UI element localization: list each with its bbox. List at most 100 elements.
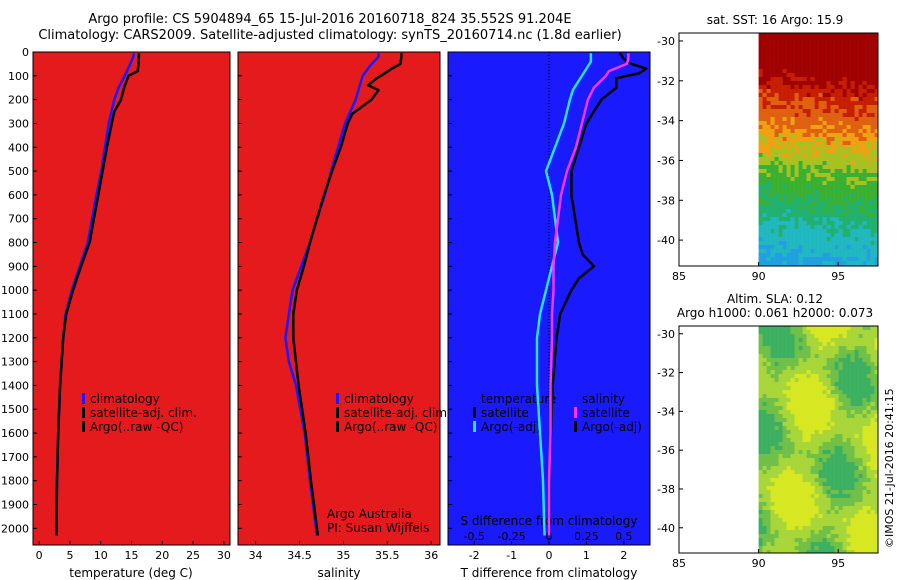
legend-label-argo: Argo(..raw -QC): [344, 420, 437, 434]
y-tick-label: -34: [657, 115, 675, 128]
x-tick-label: 34: [249, 549, 263, 562]
y-tick-label: -38: [657, 483, 675, 496]
y-tick-label: 1300: [1, 356, 29, 369]
salinity-panel: salinity climatology satellite-adj. clim…: [237, 51, 451, 580]
s-tick-label: 0.25: [574, 530, 599, 543]
x-tick-label: 90: [752, 557, 766, 570]
figure-title: Argo profile: CS 5904894_65 15-Jul-2016 …: [88, 12, 572, 27]
s-tick-label: -0.25: [497, 530, 525, 543]
x-tick-label: 85: [672, 270, 686, 283]
credit-pi: PI: Susan Wijffels: [327, 521, 429, 535]
temperature-panel: temperature (deg C) climatology satellit…: [1, 46, 231, 580]
x-tick-label: 30: [217, 549, 231, 562]
series-line-argo: [292, 53, 403, 536]
x-tick-label: 1: [583, 549, 590, 562]
x-tick-label: 35: [336, 549, 350, 562]
sst-map-title: sat. SST: 16 Argo: 15.9: [707, 13, 844, 27]
y-tick-label: 2000: [1, 522, 29, 535]
x-tick-label: 25: [186, 549, 200, 562]
y-tick-label: -36: [657, 444, 675, 457]
y-tick-label: 0: [22, 46, 29, 59]
difference-panel: T difference from climatology S differen…: [447, 51, 651, 580]
x-tick-label: 20: [155, 549, 169, 562]
x-tick-label: 0: [546, 549, 553, 562]
sla-heatmap: [758, 326, 879, 554]
sst-map-panel: sat. SST: 16 Argo: 15.9 85 90 95 -30 -32 -34 -…: [657, 13, 879, 283]
legend-swatch-t-argo: [473, 421, 476, 432]
y-tick-label: -30: [657, 328, 675, 341]
y-tick-label: 1800: [1, 475, 29, 488]
y-tick-label: -38: [657, 194, 675, 207]
legend-label-climatology: climatology: [90, 392, 160, 406]
y-tick-label: -34: [657, 405, 675, 418]
salinity-legend: climatology satellite-adj. clim. Argo(..…: [336, 392, 451, 434]
y-tick-label: -32: [657, 367, 675, 380]
x-tick-label: -1: [506, 549, 517, 562]
legend-label-s-satellite: satellite: [582, 406, 630, 420]
y-tick-label: 900: [8, 260, 29, 273]
legend-label-t-satellite: satellite: [481, 406, 529, 420]
series-line-temperature-argo-adj-: [547, 52, 648, 536]
x-tick-label: 0: [36, 549, 43, 562]
y-tick-label: 1200: [1, 332, 29, 345]
s-tick-label: 0: [546, 530, 553, 543]
salinity-xlabel: salinity: [317, 566, 360, 580]
legend-swatch-argo: [82, 421, 85, 432]
legend-swatch-climatology: [82, 393, 85, 404]
map-frame: [678, 325, 879, 554]
sla-map-subtitle: Argo h1000: 0.061 h2000: 0.073: [677, 306, 873, 320]
legend-swatch-s-argo: [574, 421, 577, 432]
temperature-legend: climatology satellite-adj. clim. Argo(..…: [82, 392, 197, 434]
series-line-argo: [55, 53, 141, 536]
x-tick-label: 2: [620, 549, 627, 562]
legend-swatch-climatology: [336, 393, 339, 404]
y-tick-label: 200: [8, 94, 29, 107]
legend-swatch-t-satellite: [473, 407, 476, 418]
y-tick-label: 1500: [1, 403, 29, 416]
legend-label-argo: Argo(..raw -QC): [90, 420, 183, 434]
x-tick-label: 95: [831, 270, 845, 283]
y-tick-label: -36: [657, 154, 675, 167]
legend-label-climatology: climatology: [344, 392, 414, 406]
y-tick-label: 600: [8, 189, 29, 202]
x-tick-label: 35.5: [375, 549, 400, 562]
credit-agency: Argo Australia: [327, 507, 412, 521]
legend-swatch-satellite: [82, 407, 85, 418]
x-tick-label: 90: [752, 270, 766, 283]
s-tick-label: 0.5: [615, 530, 633, 543]
sla-map-panel: Altim. SLA: 0.12 Argo h1000: 0.061 h2000…: [657, 292, 879, 570]
x-tick-label: 36: [424, 549, 438, 562]
y-tick-label: 1900: [1, 499, 29, 512]
legend-label-satellite: satellite-adj. clim.: [344, 406, 451, 420]
y-tick-label: -40: [657, 234, 675, 247]
sst-heatmap: [758, 33, 879, 267]
imos-timestamp: ©IMOS 21-Jul-2016 20:41:15: [883, 388, 896, 548]
y-tick-label: 1400: [1, 379, 29, 392]
y-tick-label: 1700: [1, 451, 29, 464]
y-tick-label: 100: [8, 70, 29, 83]
y-tick-label: 1600: [1, 427, 29, 440]
figure-subtitle: Climatology: CARS2009. Satellite-adjuste…: [38, 28, 622, 43]
x-tick-label: 5: [66, 549, 73, 562]
sla-map-title: Altim. SLA: 0.12: [727, 292, 823, 306]
y-tick-label: -30: [657, 35, 675, 48]
legend-label-s-argo: Argo(-adj): [582, 420, 642, 434]
temperature-xlabel: temperature (deg C): [69, 566, 192, 580]
x-tick-label: 10: [94, 549, 108, 562]
legend-swatch-satellite: [336, 407, 339, 418]
legend-label-satellite: satellite-adj. clim.: [90, 406, 197, 420]
y-tick-label: 500: [8, 165, 29, 178]
t-diff-xlabel: T difference from climatology: [460, 566, 638, 580]
legend-label-t-argo: Argo(-adj): [481, 420, 541, 434]
legend-header-salinity: salinity: [582, 392, 625, 406]
y-tick-label: -32: [657, 75, 675, 88]
legend-swatch-argo: [336, 421, 339, 432]
y-tick-label: 700: [8, 213, 29, 226]
s-tick-label: -0.5: [463, 530, 484, 543]
x-tick-label: 34.5: [287, 549, 312, 562]
series-line-salinity-argo-adj-: [547, 53, 630, 536]
y-tick-label: 1000: [1, 284, 29, 297]
x-tick-label: 15: [125, 549, 139, 562]
legend-header-temperature: temperature: [481, 392, 556, 406]
